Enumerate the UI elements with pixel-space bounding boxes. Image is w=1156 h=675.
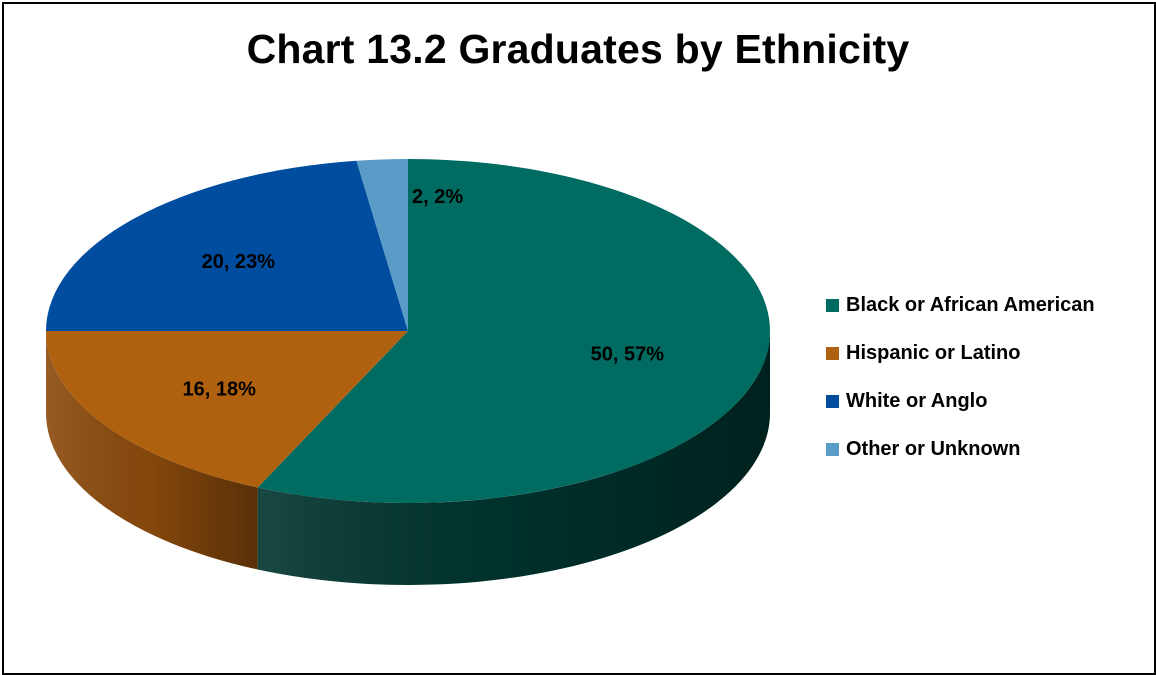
- pie-side-shading: [46, 331, 258, 570]
- legend-item-white-or-anglo: White or Anglo: [826, 389, 1095, 413]
- legend-label: Hispanic or Latino: [846, 341, 1021, 364]
- legend-label: Other or Unknown: [846, 437, 1021, 460]
- legend-label: Black or African American: [846, 293, 1095, 316]
- chart-legend: Black or African American Hispanic or La…: [826, 293, 1095, 485]
- data-label-black-or-african-american: 50, 57%: [591, 344, 665, 366]
- pie-slice-black-or-african-american: [257, 159, 771, 504]
- legend-item-other-or-unknown: Other or Unknown: [826, 437, 1095, 461]
- legend-swatch: [826, 346, 839, 360]
- legend-swatch: [826, 394, 839, 408]
- legend-item-black-or-african-american: Black or African American: [826, 293, 1095, 317]
- legend-label: White or Anglo: [846, 389, 988, 412]
- data-label-other-or-unknown: 2, 2%: [412, 186, 463, 208]
- data-label-hispanic-or-latino: 16, 18%: [182, 379, 256, 401]
- pie-slice-other-or-unknown: [356, 159, 408, 331]
- legend-swatch: [826, 298, 839, 312]
- pie-slice-hispanic-or-latino: [46, 331, 408, 488]
- chart-title: Chart 13.2 Graduates by Ethnicity: [246, 26, 910, 72]
- pie-side-shading: [257, 331, 770, 585]
- pie-slice-white-or-anglo: [46, 160, 408, 331]
- data-label-white-or-anglo: 20, 23%: [202, 251, 276, 273]
- legend-swatch: [826, 442, 839, 456]
- legend-item-hispanic-or-latino: Hispanic or Latino: [826, 341, 1095, 365]
